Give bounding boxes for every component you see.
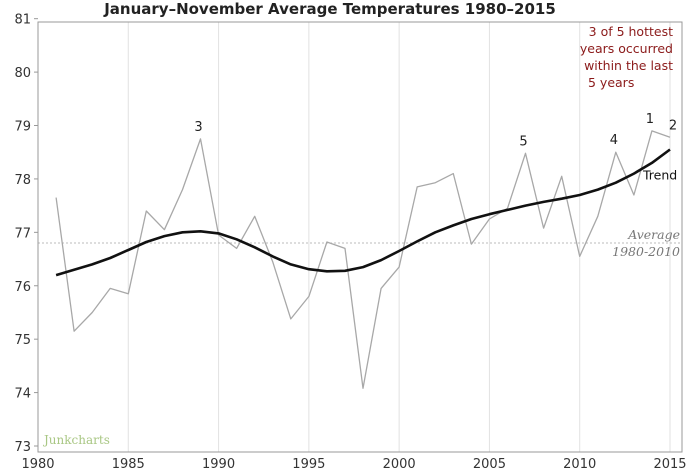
x-tick-2015: 2015: [653, 457, 686, 472]
rank-label-5: 5: [519, 134, 527, 149]
temperature-line: [55, 130, 671, 389]
average-label-line2: 1980-2010: [612, 244, 680, 259]
y-tick-74: 74: [14, 387, 31, 402]
y-tick-79: 79: [14, 120, 31, 135]
x-tick-1985: 1985: [112, 457, 145, 472]
series-group: [55, 130, 671, 389]
rank-label-3: 3: [194, 120, 202, 135]
chart-title: January–November Average Temperatures 19…: [103, 0, 556, 18]
x-tick-1995: 1995: [292, 457, 325, 472]
grid-lines: [127, 22, 671, 452]
annotation-line-2: years occurred: [580, 41, 673, 56]
y-tick-80: 80: [14, 66, 31, 81]
rank-label-4: 4: [610, 133, 618, 148]
y-tick-73: 73: [14, 440, 31, 455]
watermark: Junkcharts: [42, 433, 110, 447]
y-axis-ticks: 73 74 75 76 77 78 79 80 81: [14, 13, 38, 455]
y-tick-76: 76: [14, 280, 31, 295]
trend-label: Trend: [642, 168, 677, 183]
annotation-line-1: 3 of 5 hottest: [589, 24, 673, 39]
annotation-line-3: within the last: [584, 58, 673, 73]
x-tick-2000: 2000: [383, 457, 416, 472]
trend-line: [55, 148, 671, 277]
plot-border: [37, 21, 683, 453]
x-tick-2005: 2005: [473, 457, 506, 472]
x-tick-1980: 1980: [21, 457, 54, 472]
rank-label-2: 2: [669, 118, 677, 133]
rank-label-1: 1: [646, 112, 654, 127]
y-tick-77: 77: [14, 226, 31, 241]
average-label-line1: Average: [627, 227, 680, 242]
y-tick-75: 75: [14, 333, 31, 348]
x-axis-ticks: 1980 1985 1990 1995 2000 2005 2010 2015: [21, 457, 686, 472]
rank-labels: 3 5 4 1 2: [194, 112, 677, 149]
y-tick-78: 78: [14, 173, 31, 188]
x-tick-1990: 1990: [202, 457, 235, 472]
annotation-line-4: 5 years: [588, 75, 634, 90]
y-tick-81: 81: [14, 13, 31, 28]
x-tick-2010: 2010: [563, 457, 596, 472]
